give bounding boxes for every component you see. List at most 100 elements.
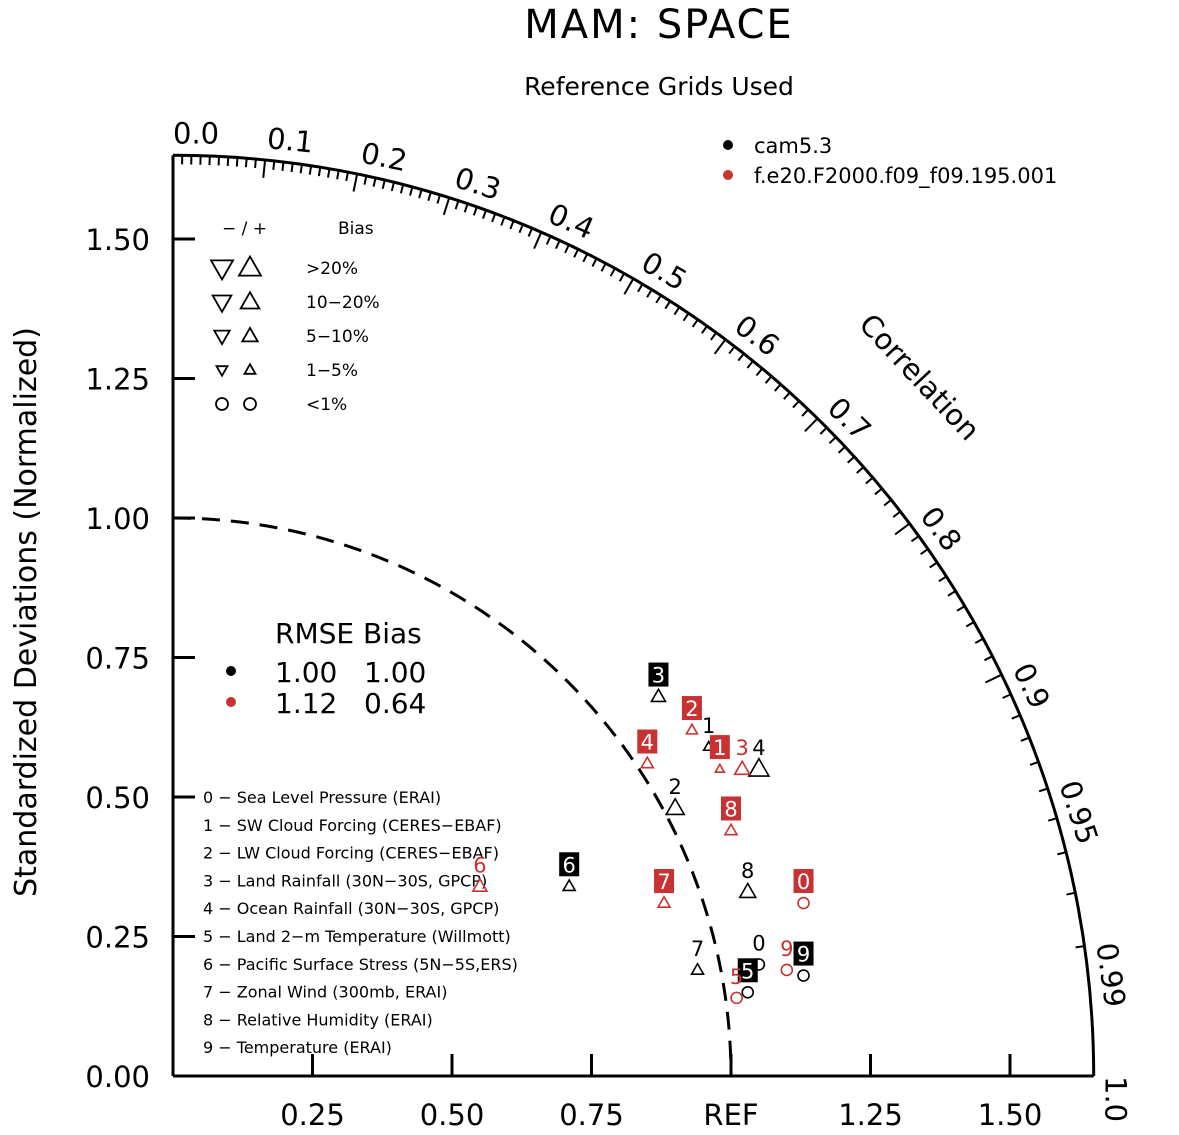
data-point: 4: [747, 736, 771, 777]
corr-tick-mark: [399, 184, 405, 194]
y-tick-label: 1.25: [85, 363, 150, 397]
stats-header: RMSE Bias: [275, 617, 422, 650]
point-triangle-marker: [664, 797, 686, 816]
corr-tick-mark: [442, 197, 451, 216]
corr-tick-mark: [472, 206, 478, 216]
point-label-box: [559, 852, 580, 877]
bias-legend-label: >20%: [306, 259, 358, 279]
corr-tick-mark: [1075, 945, 1085, 949]
corr-tick-mark: [920, 548, 929, 555]
model-legend: cam5.3 f.e20.F2000.f09_f09.195.001: [723, 134, 1057, 189]
corr-tick-mark: [591, 258, 598, 267]
corr-tick-mark: [804, 417, 819, 433]
corr-tick-mark: [865, 476, 874, 485]
point-label: 2: [669, 775, 682, 799]
bias-legend-label: <1%: [306, 395, 347, 415]
point-label: 5: [741, 959, 754, 983]
corr-tick-mark: [892, 510, 901, 518]
corr-tick-mark: [317, 167, 322, 177]
bias-legend: − / + Bias >20% 10−20% 5−10% 1−5% <1%: [209, 219, 380, 415]
point-label: 8: [741, 859, 754, 883]
corr-tick-mark: [1029, 760, 1039, 766]
corr-tick-mark: [299, 164, 303, 174]
corr-tick-mark: [582, 253, 589, 263]
corr-tick-mark: [1047, 817, 1058, 822]
corr-tick-mark: [564, 244, 570, 254]
point-label: 8: [724, 797, 737, 821]
bias-up-triangle-icon: [237, 254, 263, 277]
stats-bias: 0.64: [364, 687, 426, 720]
corr-tick-mark: [856, 466, 865, 474]
corr-tick-mark: [573, 248, 580, 258]
bias-down-triangle-icon: [212, 329, 232, 346]
variable-legend: 0 − Sea Level Pressure (ERAI) 1 − SW Clou…: [203, 788, 518, 1057]
corr-tick-mark: [755, 367, 764, 377]
corr-tick-mark: [737, 352, 745, 362]
outer-arc: [172, 153, 1096, 1077]
corr-tick-mark: [828, 436, 837, 445]
corr-tick-label: 0.5: [636, 245, 693, 298]
point-circle-marker: [780, 963, 794, 977]
chart-title: MAM: SPACE: [524, 2, 793, 48]
point-label: 9: [780, 937, 793, 961]
data-point: 4: [637, 729, 658, 769]
stats-rmse: 1.12: [275, 687, 337, 720]
bias-legend-label: 1−5%: [306, 361, 358, 381]
data-point: 6: [559, 852, 580, 892]
corr-tick-mark: [637, 283, 644, 293]
corr-tick-mark: [837, 446, 846, 454]
corr-tick-mark: [1066, 891, 1076, 896]
corr-tick-mark: [984, 673, 1003, 684]
data-point: 0: [793, 869, 814, 910]
reference-arc: [172, 516, 733, 1077]
point-label-box: [793, 869, 814, 894]
bias-down-triangle-icon: [214, 365, 230, 378]
point-label: 6: [473, 853, 486, 877]
point-label-box: [709, 735, 730, 760]
corr-tick-mark: [290, 162, 294, 173]
bias-legend-title: Bias: [338, 219, 374, 239]
variable-legend-item: 7 − Zonal Wind (300mb, ERAI): [203, 983, 447, 1002]
y-tick-label: 0.50: [85, 781, 150, 815]
point-label: 5: [730, 965, 743, 989]
data-point: 1: [709, 735, 730, 774]
corr-tick-label: 0.4: [543, 196, 599, 246]
corr-tick-label: 0.99: [1089, 941, 1132, 1010]
corr-tick-mark: [482, 209, 487, 219]
point-label: 3: [735, 736, 748, 760]
corr-tick-mark: [427, 191, 432, 202]
model-legend-dot: [723, 140, 733, 150]
corr-tick-mark: [983, 655, 993, 662]
axes: 0.000.250.500.751.001.251.500.25 0.50 0.75…: [85, 153, 1096, 1132]
corr-tick-mark: [235, 157, 239, 167]
stats-dot: [226, 697, 236, 707]
corr-tick-mark: [463, 203, 469, 213]
corr-tick-mark: [894, 522, 911, 536]
variable-legend-item: 5 − Land 2−m Temperature (Willmott): [203, 927, 511, 946]
point-label: 7: [657, 870, 670, 894]
y-tick-label: 0.75: [85, 642, 150, 676]
variable-legend-item: 6 − Pacific Surface Stress (5N−5S,ERS): [203, 955, 518, 974]
data-point: 2: [681, 696, 702, 735]
corr-tick-mark: [746, 360, 754, 369]
corr-tick-mark: [363, 175, 368, 185]
corr-tick-mark: [418, 189, 423, 199]
corr-tick-label: 0.0: [173, 116, 219, 150]
point-triangle-marker: [685, 722, 699, 735]
corr-tick-mark: [509, 220, 515, 230]
corr-tick-mark: [390, 181, 395, 192]
corr-tick-mark: [682, 312, 690, 322]
corr-tick-mark: [646, 289, 653, 298]
stats-dot: [226, 666, 236, 676]
point-triangle-marker: [561, 878, 577, 892]
corr-tick-mark: [533, 231, 543, 250]
point-label-box: [721, 796, 741, 821]
point-triangle-marker: [639, 755, 655, 769]
data-point: 7: [654, 869, 675, 908]
corr-tick-mark: [226, 156, 230, 167]
y-tick-label: 0.25: [85, 921, 150, 955]
bias-legend-label: 10−20%: [306, 293, 380, 313]
corr-tick-mark: [436, 194, 441, 204]
point-circle-marker: [797, 896, 810, 910]
